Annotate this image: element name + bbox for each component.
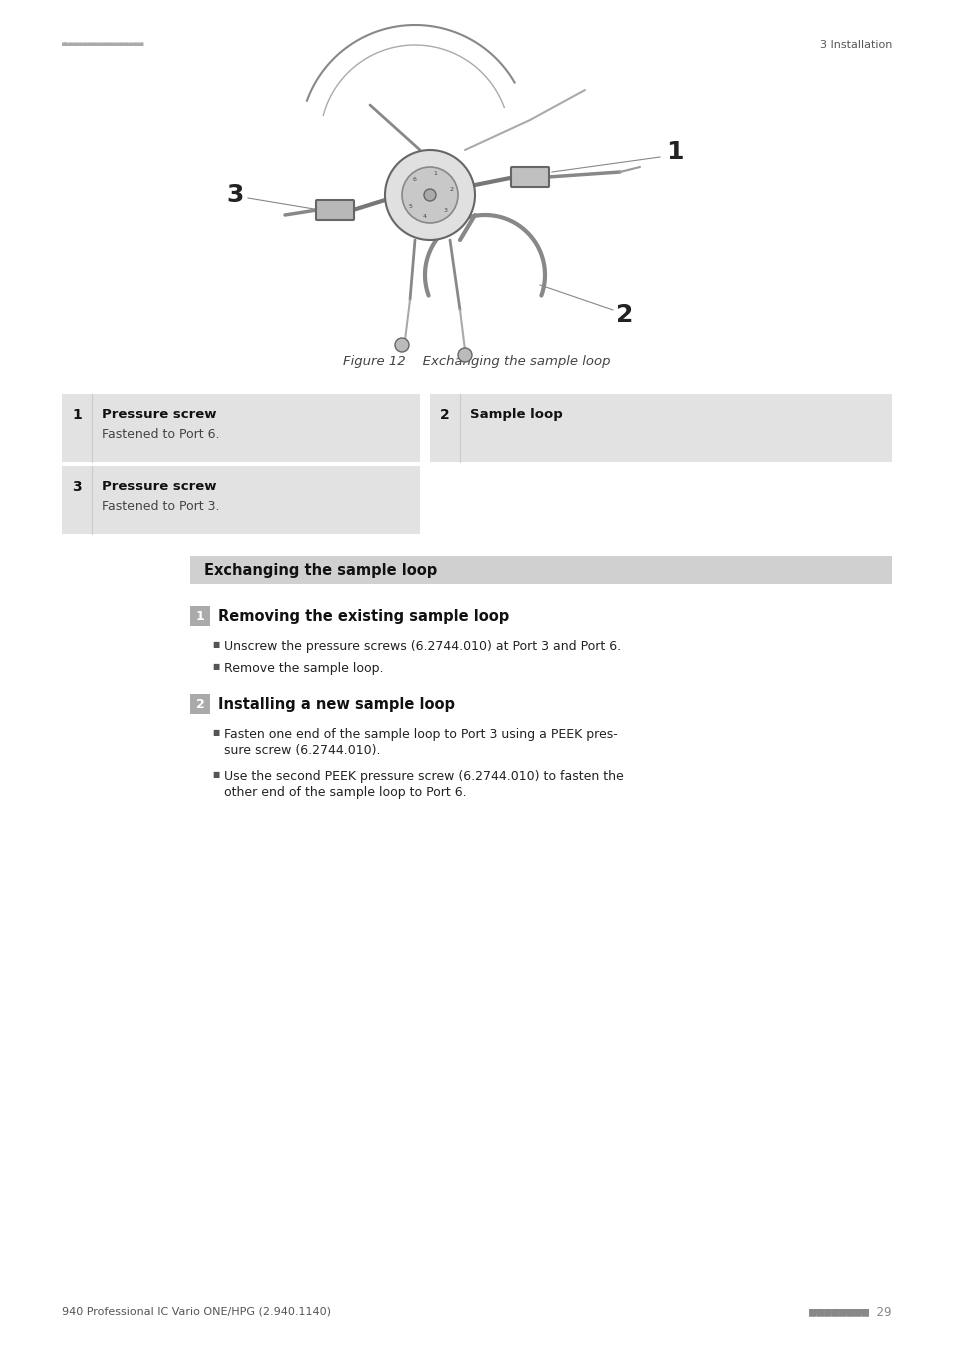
Text: Sample loop: Sample loop: [470, 408, 562, 421]
Text: ■: ■: [212, 728, 219, 737]
Circle shape: [401, 167, 457, 223]
Text: 2: 2: [616, 302, 633, 327]
Text: 3: 3: [443, 208, 447, 213]
Text: ■: ■: [212, 640, 219, 649]
Text: 940 Professional IC Vario ONE/HPG (2.940.1140): 940 Professional IC Vario ONE/HPG (2.940…: [62, 1307, 331, 1318]
Text: Figure 12    Exchanging the sample loop: Figure 12 Exchanging the sample loop: [343, 355, 610, 369]
FancyBboxPatch shape: [511, 167, 548, 188]
Text: Fasten one end of the sample loop to Port 3 using a PEEK pres-: Fasten one end of the sample loop to Por…: [224, 728, 618, 741]
Text: 4: 4: [422, 213, 426, 219]
Bar: [190, 694, 210, 714]
Text: other end of the sample loop to Port 6.: other end of the sample loop to Port 6.: [224, 786, 466, 799]
Text: 2: 2: [439, 408, 450, 423]
Text: 1: 1: [72, 408, 82, 423]
Text: Use the second PEEK pressure screw (6.2744.010) to fasten the: Use the second PEEK pressure screw (6.27…: [224, 769, 623, 783]
Text: Fastened to Port 6.: Fastened to Port 6.: [102, 428, 219, 441]
Text: 2: 2: [195, 698, 204, 710]
Text: Pressure screw: Pressure screw: [102, 481, 216, 493]
Text: Pressure screw: Pressure screw: [102, 408, 216, 421]
Text: Remove the sample loop.: Remove the sample loop.: [224, 662, 383, 675]
Text: sure screw (6.2744.010).: sure screw (6.2744.010).: [224, 744, 380, 757]
Text: Fastened to Port 3.: Fastened to Port 3.: [102, 500, 219, 513]
FancyBboxPatch shape: [315, 200, 354, 220]
Bar: [190, 556, 891, 585]
Bar: [430, 394, 891, 462]
Text: ■: ■: [212, 662, 219, 671]
Text: 3: 3: [72, 481, 82, 494]
Text: ■: ■: [212, 769, 219, 779]
Circle shape: [385, 150, 475, 240]
Bar: [62, 394, 419, 462]
Text: Exchanging the sample loop: Exchanging the sample loop: [204, 563, 436, 578]
Circle shape: [395, 338, 409, 352]
Text: 3 Installation: 3 Installation: [819, 40, 891, 50]
Bar: [62, 466, 419, 535]
Text: 1: 1: [195, 609, 204, 622]
Circle shape: [457, 348, 472, 362]
Text: 2: 2: [449, 186, 453, 192]
Text: Unscrew the pressure screws (6.2744.010) at Port 3 and Port 6.: Unscrew the pressure screws (6.2744.010)…: [224, 640, 620, 653]
Text: 1: 1: [665, 140, 683, 163]
Text: 5: 5: [409, 204, 413, 208]
Text: Installing a new sample loop: Installing a new sample loop: [218, 697, 455, 711]
Bar: [190, 606, 210, 626]
Circle shape: [423, 189, 436, 201]
Text: 3: 3: [226, 184, 243, 207]
Text: ■■■■■■■■ 29: ■■■■■■■■ 29: [809, 1305, 891, 1319]
Text: 1: 1: [434, 171, 437, 177]
Text: ■■■■■■■■■■■■■■■■■■■■■■: ■■■■■■■■■■■■■■■■■■■■■■: [62, 42, 144, 47]
Text: Removing the existing sample loop: Removing the existing sample loop: [218, 609, 509, 624]
Text: 6: 6: [412, 177, 416, 182]
